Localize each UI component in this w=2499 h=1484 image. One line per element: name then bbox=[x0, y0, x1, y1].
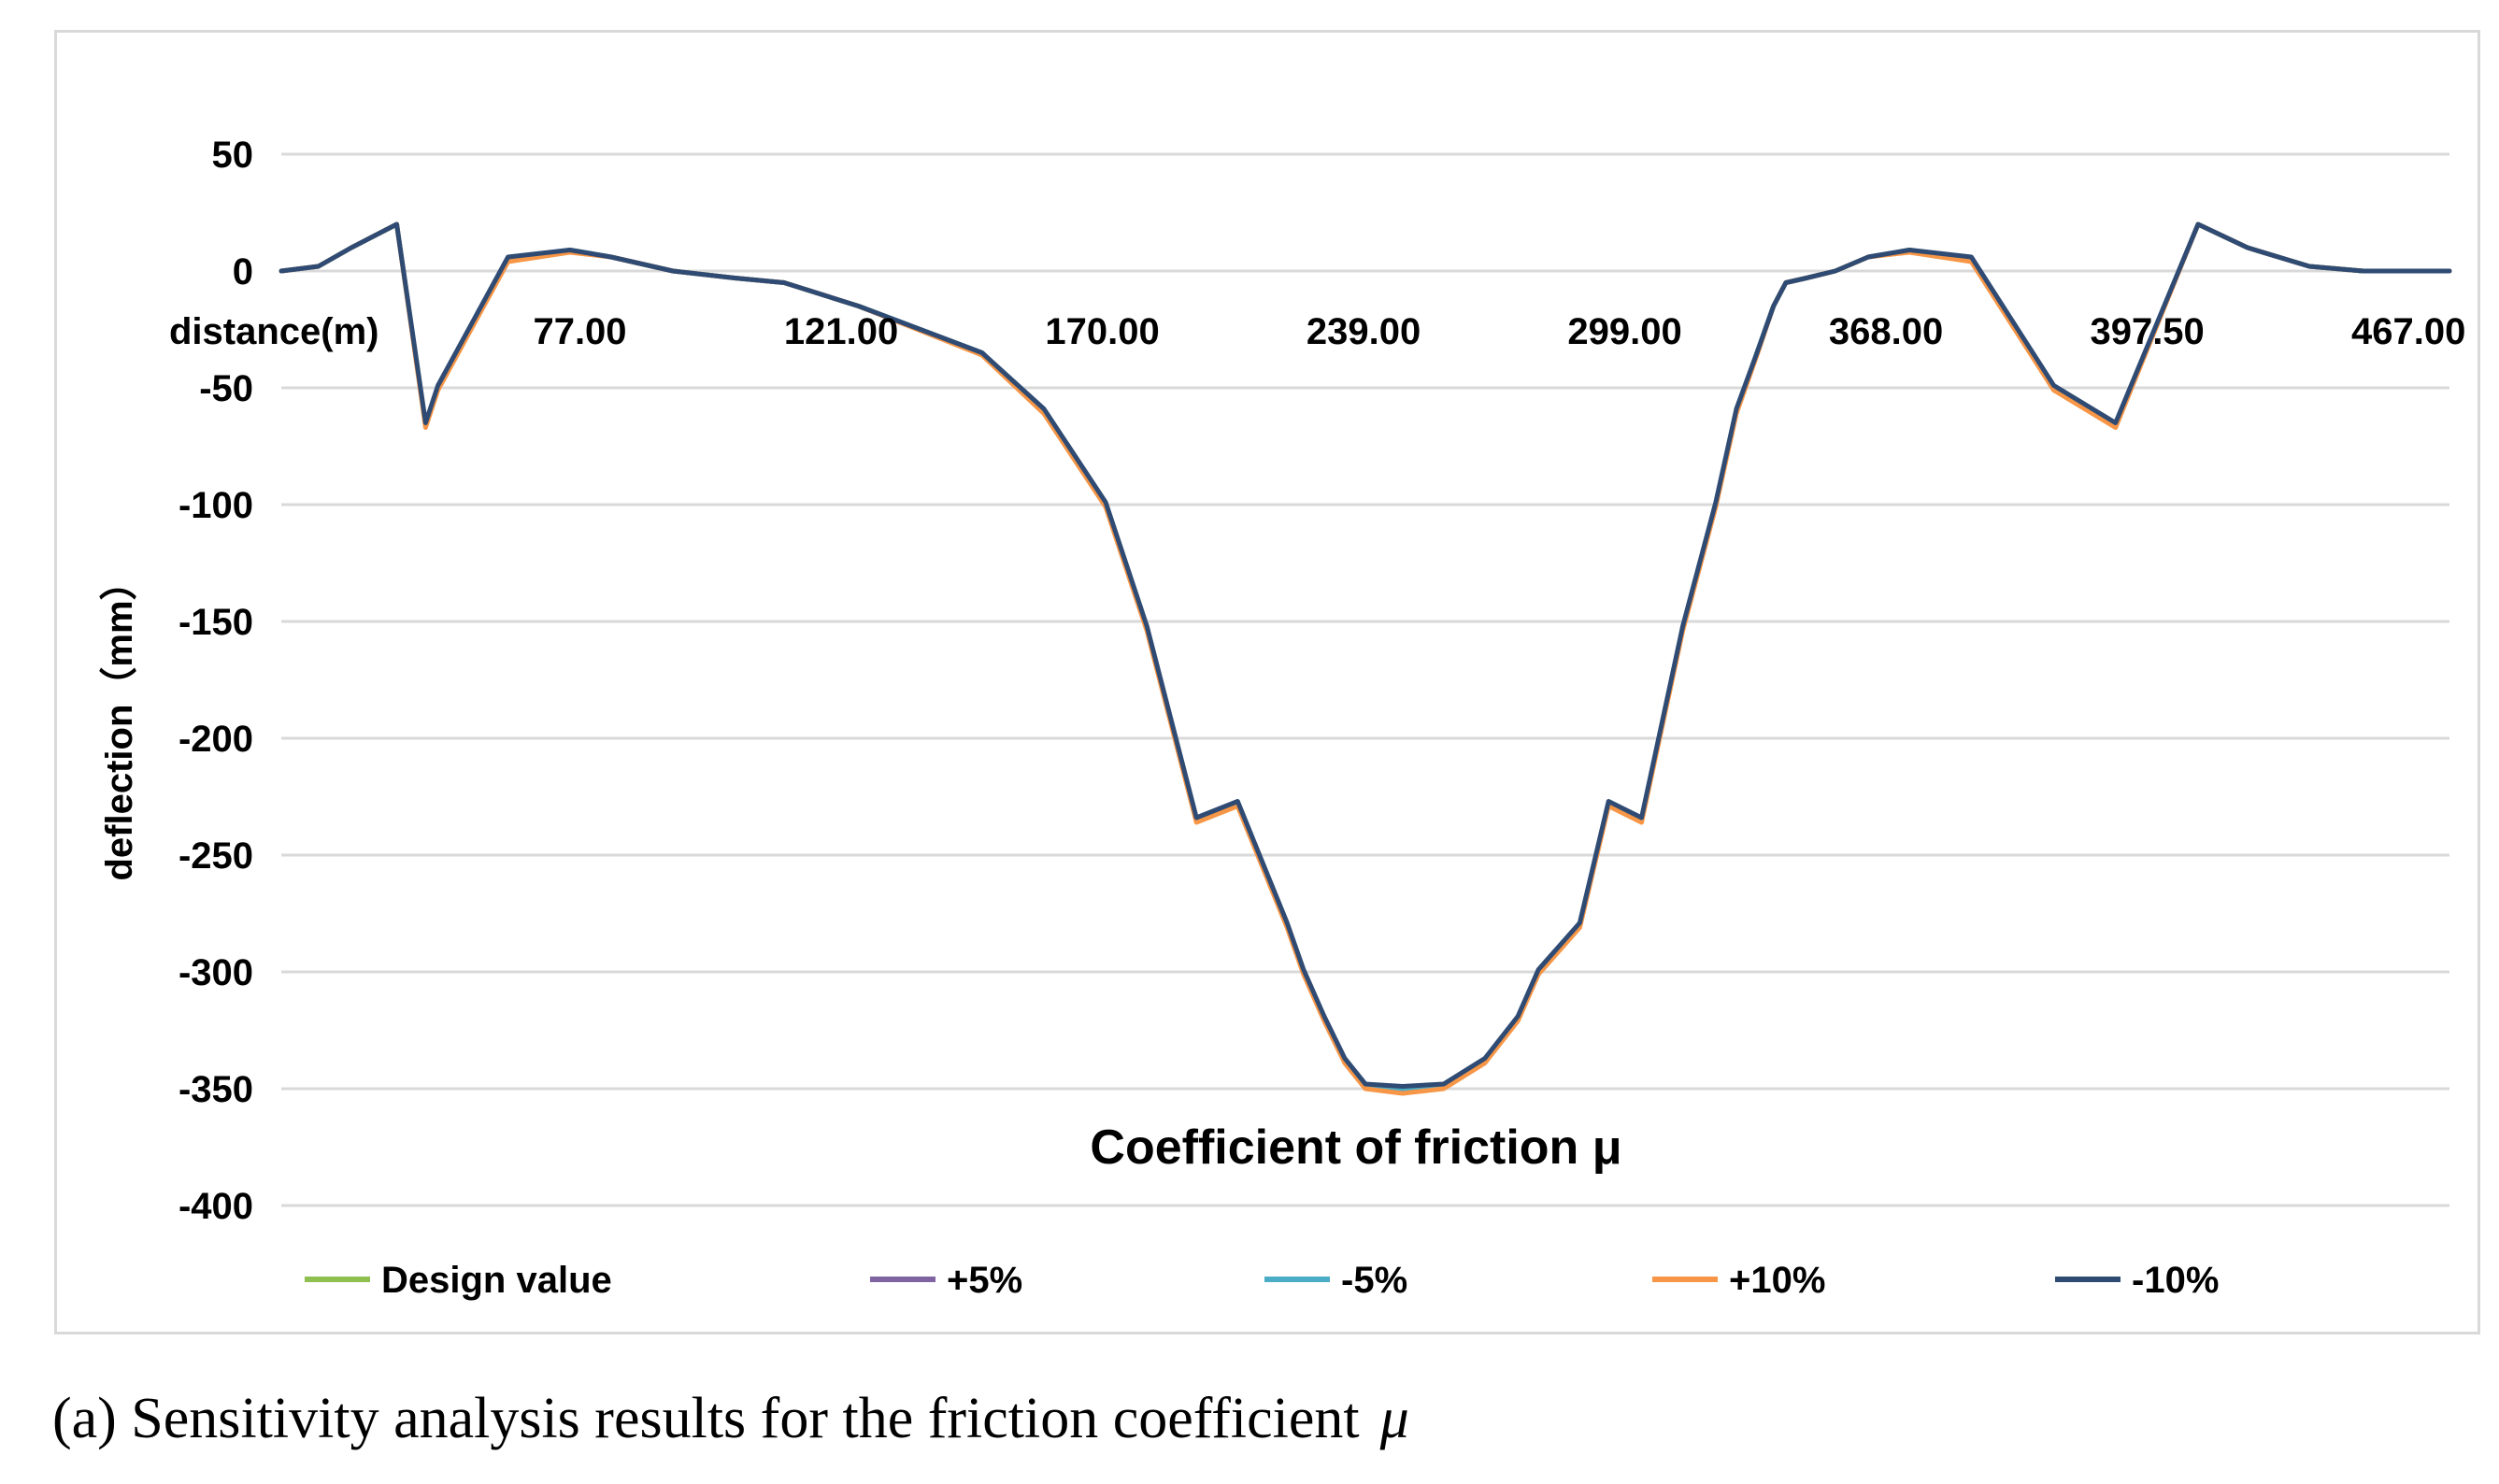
series-line-0 bbox=[278, 221, 2452, 1093]
y-axis-label: deflection（mm） bbox=[99, 563, 140, 880]
x-tick-label: 368.00 bbox=[1829, 311, 1943, 352]
y-tick-label: -50 bbox=[199, 368, 253, 409]
x-tick-label: 77.00 bbox=[533, 311, 626, 352]
series-line-4 bbox=[278, 221, 2452, 1089]
y-tick-label: -150 bbox=[178, 602, 253, 643]
legend-label: -5% bbox=[1341, 1260, 1407, 1301]
x-tick-label: 170.00 bbox=[1045, 311, 1159, 352]
legend-label: -10% bbox=[2132, 1260, 2219, 1301]
x-tick-label: 239.00 bbox=[1307, 311, 1421, 352]
y-axis-ticks: 50 0 -50 -100 -150 -200 -250 -300 -350 -400 bbox=[178, 135, 253, 1227]
y-tick-label: 0 bbox=[233, 251, 253, 293]
x-axis-ticks: 77.00 121.00 170.00 239.00 299.00 368.00 397.5… bbox=[533, 311, 2465, 352]
series-line-2 bbox=[278, 221, 2452, 1092]
x-tick-label: 121.00 bbox=[784, 311, 898, 352]
y-tick-label: -400 bbox=[178, 1186, 253, 1227]
y-tick-label: -300 bbox=[178, 952, 253, 993]
legend-label: +5% bbox=[947, 1260, 1022, 1301]
x-tick-label: 467.00 bbox=[2351, 311, 2465, 352]
figure-caption: (a) Sensitivity analysis results for the… bbox=[52, 1386, 1409, 1452]
legend: Design value +5% -5% +10% -10% bbox=[305, 1260, 2219, 1301]
series-line-3 bbox=[278, 221, 2452, 1096]
legend-label: Design value bbox=[381, 1260, 612, 1301]
x-tick-label: 397.50 bbox=[2090, 311, 2204, 352]
legend-label: +10% bbox=[1729, 1260, 1825, 1301]
caption-text: (a) Sensitivity analysis results for the… bbox=[52, 1387, 1360, 1450]
line-chart: 50 0 -50 -100 -150 -200 -250 -300 -350 -400 77.00… bbox=[99, 135, 2465, 1301]
series-lines bbox=[278, 221, 2452, 1096]
y-tick-label: 50 bbox=[212, 135, 254, 176]
x-axis-label: distance(m) bbox=[169, 311, 379, 352]
chart-area: 50 0 -50 -100 -150 -200 -250 -300 -350 -400 77.00… bbox=[54, 30, 2480, 1334]
y-tick-label: -350 bbox=[178, 1069, 253, 1110]
caption-symbol: μ bbox=[1379, 1387, 1409, 1450]
x-tick-label: 299.00 bbox=[1567, 311, 1681, 352]
chart-title: Coefficient of friction μ bbox=[1090, 1120, 1621, 1175]
y-tick-label: -200 bbox=[178, 719, 253, 760]
y-tick-label: -100 bbox=[178, 485, 253, 526]
y-tick-label: -250 bbox=[178, 835, 253, 877]
series-line-1 bbox=[278, 221, 2452, 1093]
